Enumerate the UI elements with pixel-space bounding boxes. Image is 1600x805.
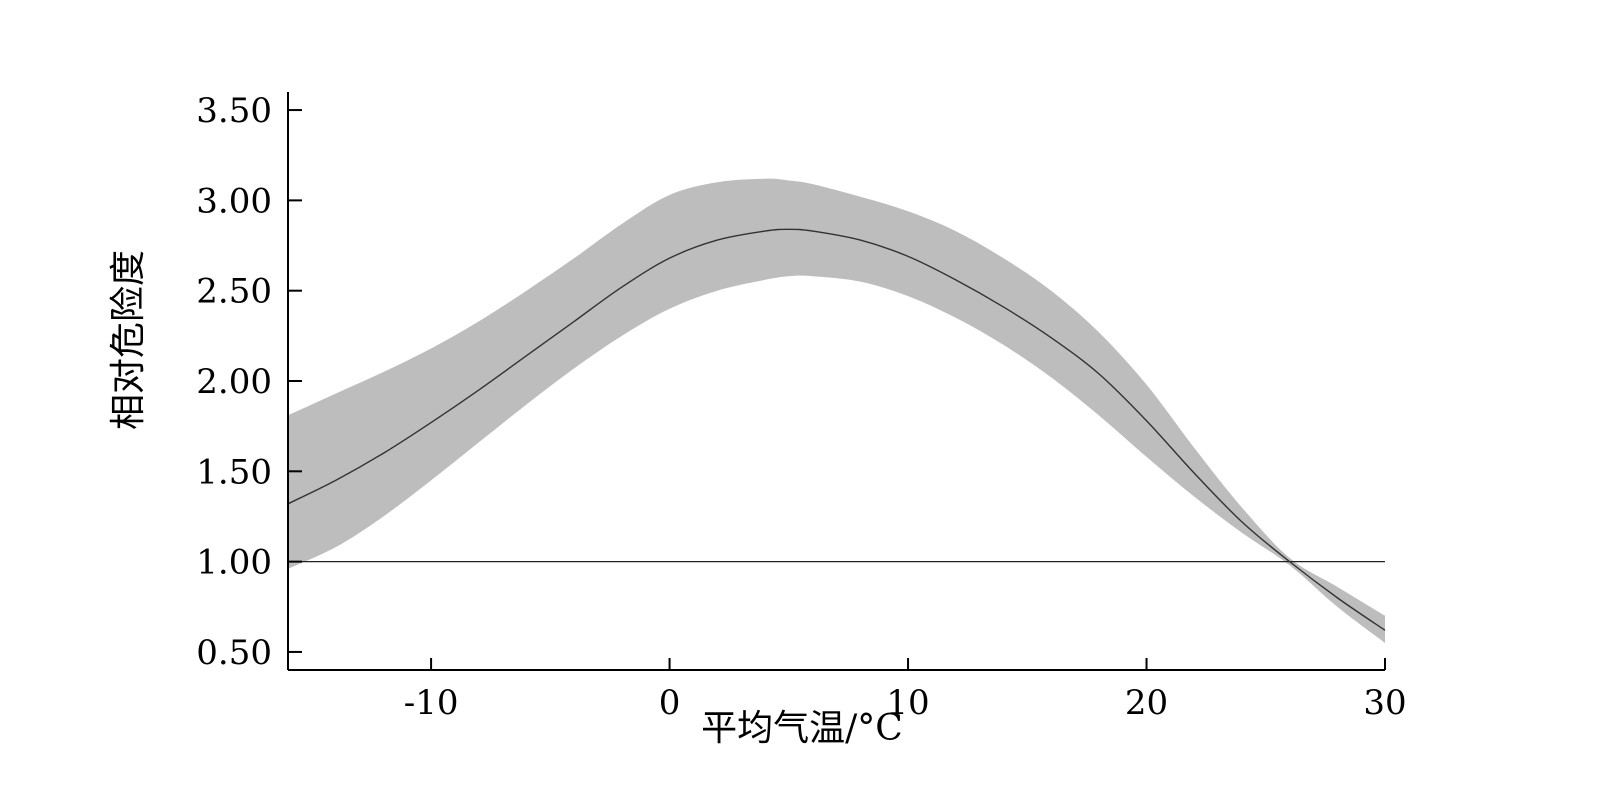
y-axis-title: 相对危险度 — [108, 250, 149, 430]
x-tick-label: 20 — [1125, 683, 1168, 723]
series-line-layer — [287, 228, 1386, 631]
confidence-band — [288, 178, 1385, 643]
y-tick-label: 3.00 — [196, 181, 272, 221]
y-tick-label: 1.00 — [196, 543, 272, 583]
x-axis-title: 平均气温/°C — [701, 708, 903, 749]
y-tick-label: 3.50 — [196, 91, 272, 131]
y-tick-label: 1.50 — [196, 452, 272, 492]
series-line — [287, 228, 1386, 631]
y-tick-label: 2.00 — [196, 362, 272, 402]
x-tick-label: 10 — [886, 683, 929, 723]
y-tick-label: 0.50 — [196, 633, 272, 673]
axes-layer: 0.50 1.00 1.50 2.00 2.50 3.00 3.50 -10 0 10 20 30 — [196, 91, 1406, 723]
x-tick-label: 30 — [1363, 683, 1406, 723]
confidence-band-layer — [288, 178, 1385, 643]
x-tick-label: -10 — [404, 683, 459, 723]
y-tick-label: 2.50 — [196, 272, 272, 312]
x-tick-label: 0 — [659, 683, 681, 723]
